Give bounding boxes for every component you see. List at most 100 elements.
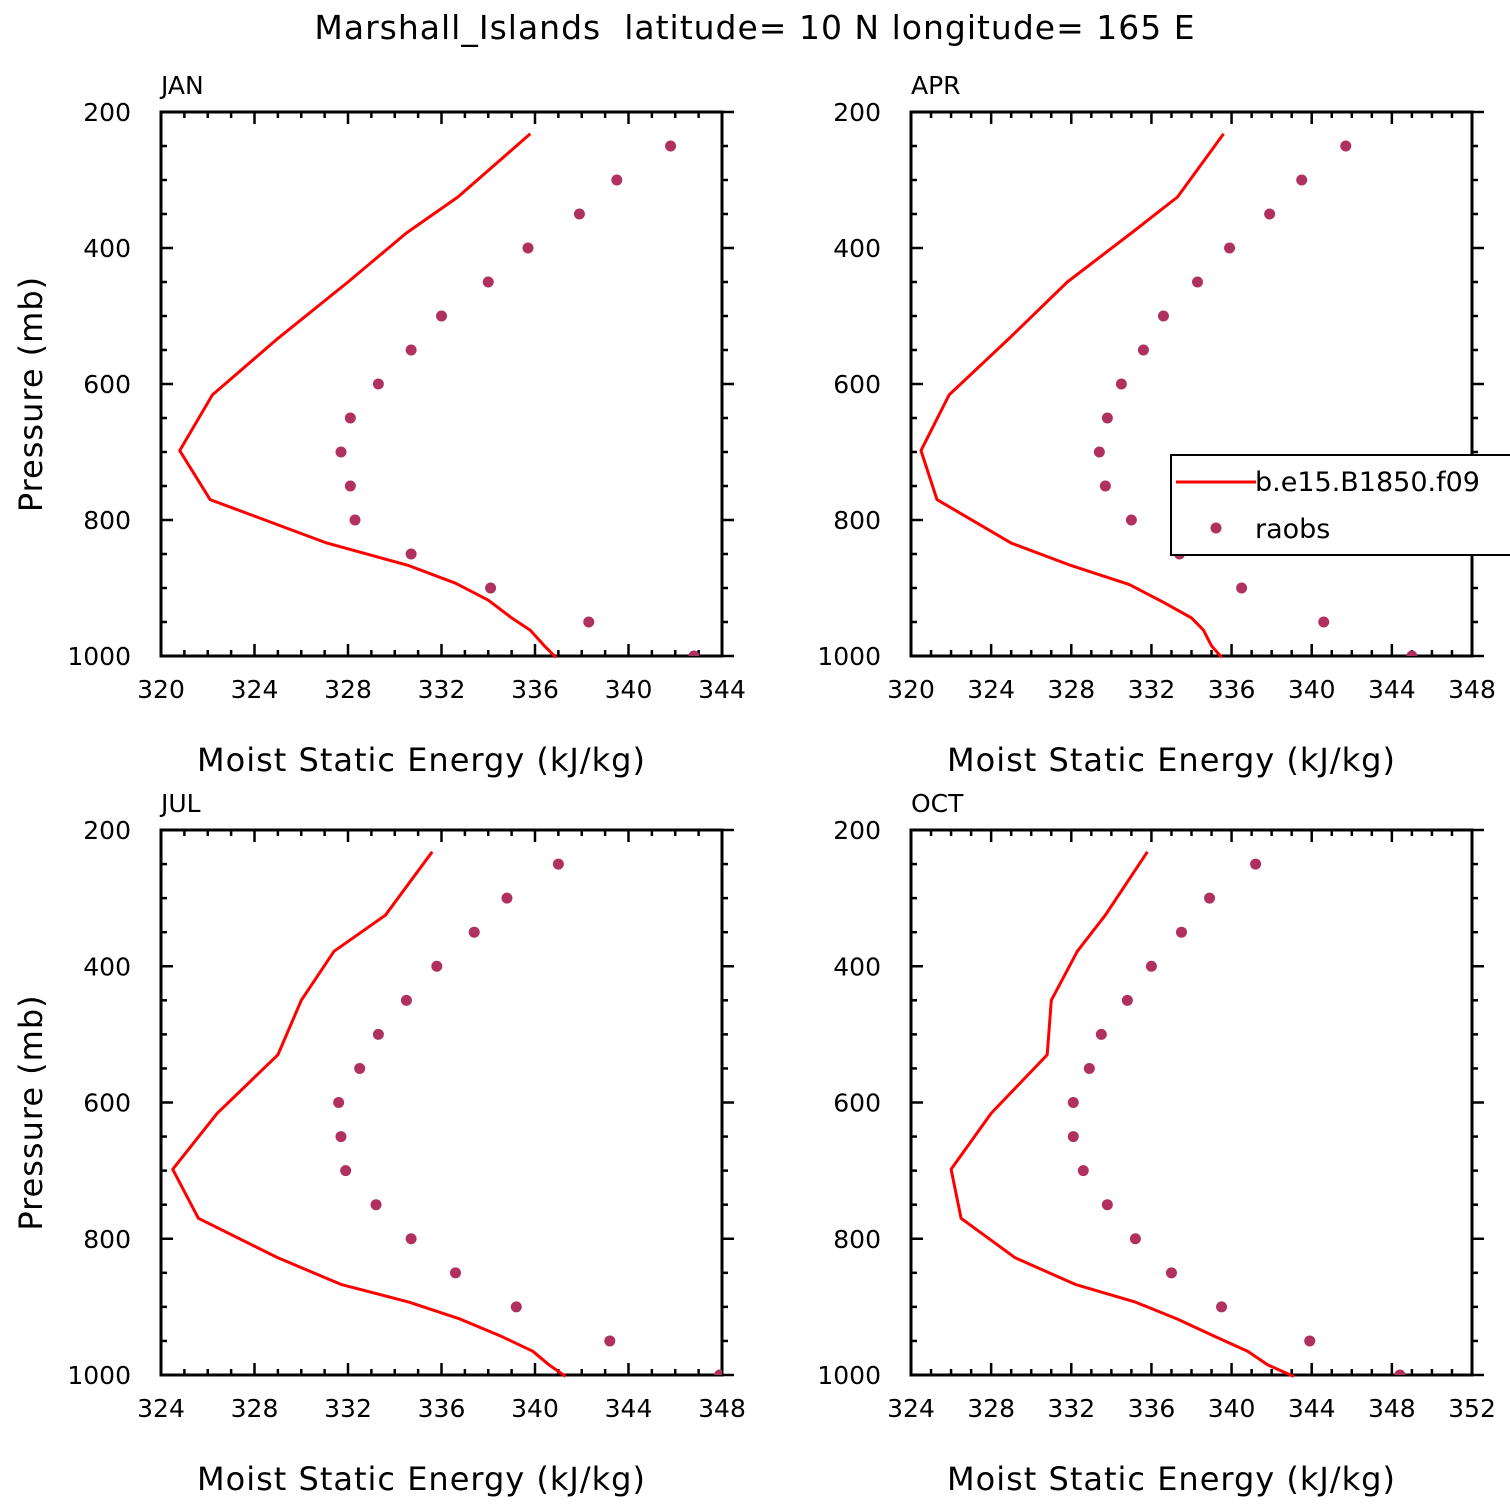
obs-point <box>1093 446 1105 458</box>
panel-label: JAN <box>159 71 204 100</box>
plot-frame <box>909 110 1474 658</box>
y-tick-label: 400 <box>83 952 131 981</box>
series-line-model <box>949 850 1295 1378</box>
x-tick-label: 340 <box>511 1394 559 1423</box>
obs-point <box>1340 140 1352 152</box>
obs-point <box>1192 276 1204 288</box>
y-tick-label: 800 <box>833 506 881 535</box>
obs-point <box>354 1062 366 1074</box>
x-tick-label: 328 <box>324 675 372 704</box>
x-tick-label: 336 <box>1128 1394 1176 1423</box>
obs-point <box>349 514 361 526</box>
y-tick-label: 1000 <box>67 642 131 671</box>
x-tick-label: 348 <box>1448 675 1496 704</box>
y-tick-label: 600 <box>833 370 881 399</box>
x-tick-label: 320 <box>887 675 935 704</box>
x-tick-label: 336 <box>418 1394 466 1423</box>
obs-point <box>1236 582 1248 594</box>
x-axis-label: Moist Static Energy (kJ/kg) <box>197 741 646 779</box>
legend-label-model: b.e15.B1850.f09 <box>1255 467 1480 498</box>
y-tick-label: 200 <box>83 816 131 845</box>
obs-point <box>335 446 347 458</box>
obs-point <box>372 1028 384 1040</box>
obs-point <box>1165 1267 1177 1279</box>
x-tick-label: 344 <box>605 1394 653 1423</box>
legend-dot-swatch <box>1210 522 1222 534</box>
x-tick-label: 340 <box>1288 675 1336 704</box>
obs-point <box>688 650 700 656</box>
chart-title: Marshall_Islands latitude= 10 N longitud… <box>314 8 1196 47</box>
series-line-model <box>178 132 558 659</box>
obs-point <box>1121 994 1133 1006</box>
legend-label-raobs: raobs <box>1255 514 1330 545</box>
obs-point <box>482 276 494 288</box>
x-tick-label: 344 <box>698 675 746 704</box>
obs-point <box>1115 378 1127 390</box>
legend-box <box>1170 454 1510 556</box>
y-tick-label: 1000 <box>817 1361 881 1390</box>
obs-point <box>1101 412 1113 424</box>
obs-point <box>1101 1199 1113 1211</box>
obs-point <box>1077 1165 1089 1177</box>
obs-point <box>405 1233 417 1245</box>
x-tick-label: 328 <box>1047 675 1095 704</box>
panel-jul: 324 328 332 336 340 344 348 200 400 600 800 1000 JUL… <box>12 789 746 1498</box>
y-tick-label: 800 <box>833 1225 881 1254</box>
x-axis-label: Moist Static Energy (kJ/kg) <box>197 1460 646 1498</box>
obs-point <box>340 1165 352 1177</box>
obs-point <box>405 344 417 356</box>
obs-point <box>333 1097 345 1108</box>
obs-point <box>501 892 513 904</box>
x-tick-label: 340 <box>1208 1394 1256 1423</box>
x-tick-label: 348 <box>698 1394 746 1423</box>
legend: b.e15.B1850.f09 raobs <box>1170 454 1510 556</box>
x-tick-label: 332 <box>1047 1394 1095 1423</box>
obs-point <box>611 174 623 186</box>
panel-label: OCT <box>911 789 964 818</box>
x-tick-label: 324 <box>231 675 279 704</box>
x-axis-label: Moist Static Energy (kJ/kg) <box>947 741 1396 779</box>
x-tick-label: 344 <box>1368 675 1416 704</box>
x-tick-label: 348 <box>1368 1394 1416 1423</box>
obs-point <box>370 1199 382 1211</box>
panel-apr: 320 324 328 332 336 340 344 348 200 400 600 800 1000… <box>817 71 1510 779</box>
x-tick-label: 344 <box>1288 1394 1336 1423</box>
plot-frame <box>159 110 724 658</box>
x-tick-label: 324 <box>967 675 1015 704</box>
series-line-model <box>919 132 1225 659</box>
obs-point <box>468 926 480 938</box>
y-tick-label: 400 <box>833 234 881 263</box>
plot-frame <box>159 828 724 1377</box>
obs-point <box>1204 892 1216 904</box>
obs-point <box>335 1131 347 1143</box>
x-axis-label: Moist Static Energy (kJ/kg) <box>947 1460 1396 1498</box>
series-line-model <box>171 850 567 1378</box>
x-tick-label: 340 <box>605 675 653 704</box>
obs-point <box>1264 208 1276 220</box>
x-tick-label: 320 <box>137 675 185 704</box>
obs-point <box>1137 344 1149 356</box>
obs-point <box>714 1369 722 1375</box>
obs-point <box>372 378 384 390</box>
y-tick-label: 1000 <box>817 642 881 671</box>
panel-jan: 320 324 328 332 336 340 344 200 400 600 800 1000 JAN… <box>12 71 746 779</box>
obs-point <box>510 1301 522 1313</box>
panel-oct: 324 328 332 336 340 344 348 352 200 400 600 800 1000… <box>817 789 1495 1498</box>
obs-point <box>1145 960 1157 972</box>
x-tick-label: 336 <box>511 675 559 704</box>
y-tick-label: 200 <box>833 98 881 127</box>
y-tick-label: 800 <box>83 506 131 535</box>
obs-point <box>573 208 585 220</box>
obs-point <box>604 1335 616 1347</box>
obs-point <box>1099 480 1111 492</box>
obs-point <box>1175 926 1187 938</box>
obs-point <box>405 548 417 560</box>
obs-point <box>450 1267 462 1279</box>
obs-point <box>344 412 356 424</box>
x-tick-label: 332 <box>418 675 466 704</box>
obs-point <box>1318 616 1330 628</box>
y-tick-label: 400 <box>83 234 131 263</box>
obs-point <box>436 310 447 322</box>
obs-point <box>1157 310 1169 322</box>
